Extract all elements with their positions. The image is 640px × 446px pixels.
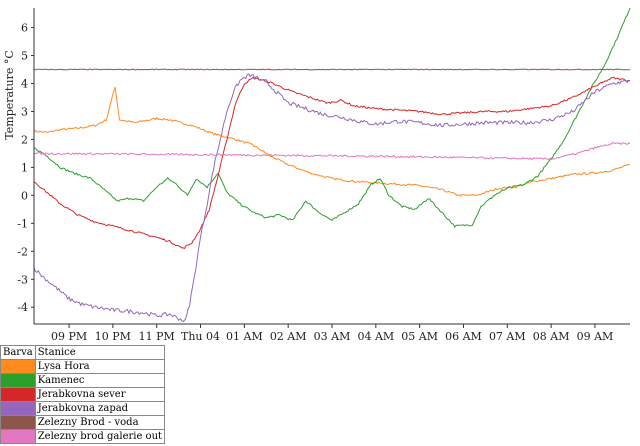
series-line-4 [33, 68, 631, 71]
plot-area [34, 8, 630, 324]
series-line-2 [33, 76, 631, 250]
legend-row: Kamenec [0, 373, 166, 388]
y-tick-label: 0 [21, 189, 28, 202]
legend-swatch [0, 387, 36, 402]
x-tick-label: 06 AM [445, 330, 482, 340]
y-tick-label: -4 [17, 301, 28, 314]
y-tick-label: -3 [17, 273, 28, 286]
x-tick-label: 02 AM [270, 330, 307, 340]
x-tick-label: 10 PM [95, 330, 131, 340]
legend-series-name: Jerabkovna sever [34, 387, 166, 402]
series-line-0 [33, 86, 631, 197]
legend-row: Jerabkovna zapad [0, 401, 166, 416]
axes: -4 -3 -2 -1 0 1 2 3 4 5 6 09 PM 10 PM 11 PM Thu 04 01 A… [17, 8, 630, 340]
x-tick-label: 07 AM [489, 330, 526, 340]
legend-row: Lysa Hora [0, 359, 166, 374]
legend-series-name: Zelezny Brod - voda [34, 415, 166, 430]
legend-body: Lysa Hora Kamenec Jerabkovna sever Jerabkov… [0, 359, 166, 444]
x-tick-label: 09 PM [51, 330, 87, 340]
legend-series-name: Zelezny brod galerie out [34, 429, 166, 444]
series-line-5 [33, 142, 631, 161]
legend-series-name: Lysa Hora [34, 359, 166, 374]
legend-series-name: Jerabkovna zapad [34, 401, 166, 416]
y-tick-label: -2 [17, 245, 28, 258]
legend-table: Barva Stanice Lysa Hora Kamenec Jerabkovna… [0, 345, 166, 444]
legend-series-name: Kamenec [34, 373, 166, 388]
x-tick-label: 09 AM [577, 330, 614, 340]
x-tick-label: 03 AM [314, 330, 351, 340]
legend-swatch [0, 373, 36, 388]
legend-row: Zelezny Brod - voda [0, 415, 166, 430]
line-chart: -4 -3 -2 -1 0 1 2 3 4 5 6 09 PM 10 PM 11 PM Thu 04 01 A… [3, 7, 631, 340]
x-tick-label: 04 AM [357, 330, 394, 340]
y-tick-label: 1 [21, 161, 28, 174]
x-tick-label: 11 PM [139, 330, 175, 340]
legend-header-name: Stanice [34, 345, 166, 360]
y-tick-label: 2 [21, 133, 28, 146]
y-tick-label: 6 [21, 22, 28, 35]
legend-header-color: Barva [0, 345, 36, 360]
x-tick-label: 01 AM [226, 330, 263, 340]
x-tick-label: 08 AM [533, 330, 570, 340]
legend-header-row: Barva Stanice [0, 345, 166, 360]
y-tick-label: 5 [21, 50, 28, 63]
x-tick-label: Thu 04 [181, 330, 220, 340]
legend-swatch [0, 359, 36, 374]
series-line-1 [33, 7, 631, 229]
legend-swatch [0, 429, 36, 444]
legend-row: Zelezny brod galerie out [0, 429, 166, 444]
series-lines [33, 7, 631, 323]
legend-swatch [0, 415, 36, 430]
plot-background [34, 8, 630, 324]
y-tick-label: -1 [17, 217, 28, 230]
y-tick-label: 3 [21, 105, 28, 118]
y-axis-label: Temperature °C [3, 50, 16, 139]
legend-swatch [0, 401, 36, 416]
y-tick-label: 4 [21, 78, 28, 91]
legend-row: Jerabkovna sever [0, 387, 166, 402]
x-tick-label: 05 AM [401, 330, 438, 340]
series-line-3 [33, 73, 630, 323]
